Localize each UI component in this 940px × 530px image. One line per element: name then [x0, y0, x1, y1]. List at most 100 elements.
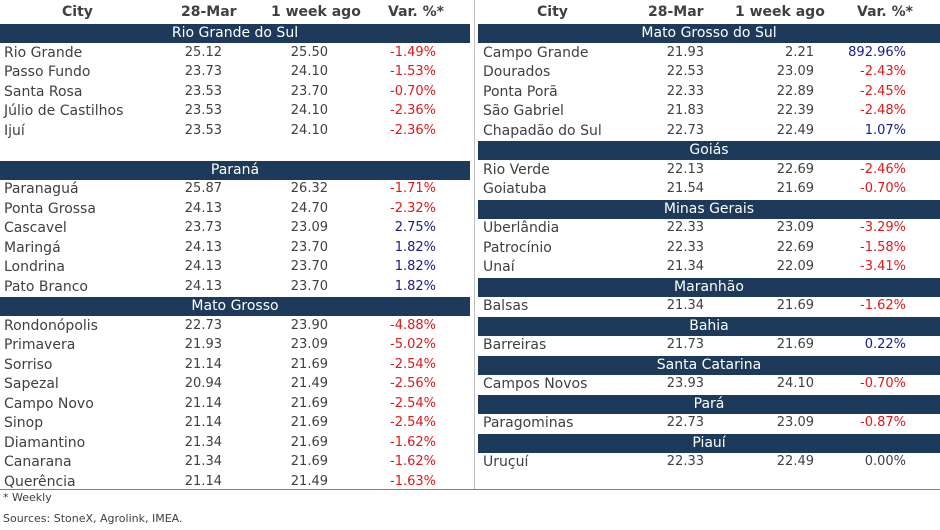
city-cell: Diamantino	[4, 434, 86, 451]
table-row: Goiatuba 21.54 21.69 -0.70%	[478, 180, 940, 199]
region-header: Minas Gerais	[478, 199, 940, 219]
week-ago-price-cell: 24.70	[290, 200, 328, 216]
city-cell: Rio Verde	[483, 161, 550, 178]
table-row: Campos Novos 23.93 24.10 -0.70%	[478, 375, 940, 394]
table-row: Uberlândia 22.33 23.09 -3.29%	[478, 219, 940, 238]
table-row: Ponta Porã 22.33 22.89 -2.45%	[478, 83, 940, 102]
table-row: Canarana 21.34 21.69 -1.62%	[0, 453, 470, 472]
current-price-cell: 23.53	[184, 83, 222, 99]
variation-cell: -1.62%	[390, 434, 436, 450]
city-cell: Uruçuí	[483, 454, 529, 470]
city-cell: Cascavel	[4, 220, 67, 236]
region-header: Pará	[478, 394, 940, 414]
current-price-cell: 21.93	[184, 337, 222, 352]
variation-cell: -2.32%	[390, 200, 436, 216]
current-price-cell: 21.73	[666, 337, 704, 352]
week-ago-price-cell: 23.70	[290, 83, 328, 99]
region-header: Paraná	[0, 160, 470, 180]
week-ago-price-cell: 21.69	[290, 434, 328, 450]
city-cell: Rio Grande	[4, 44, 83, 61]
region-header: Santa Catarina	[478, 355, 940, 375]
week-ago-price-cell: 23.09	[290, 220, 328, 235]
week-ago-price-cell: 22.39	[776, 103, 814, 118]
variation-cell: -3.29%	[860, 220, 906, 235]
column-variation: Var. %*	[388, 4, 444, 20]
week-ago-price-cell: 2.21	[785, 44, 814, 60]
table-row: São Gabriel 21.83 22.39 -2.48%	[478, 102, 940, 121]
week-ago-price-cell: 26.32	[290, 181, 328, 196]
current-price-cell: 21.93	[666, 44, 704, 60]
city-cell: Paranaguá	[4, 181, 79, 197]
city-cell: Júlio de Castilhos	[4, 103, 124, 119]
week-ago-price-cell: 21.69	[776, 337, 814, 352]
current-price-cell: 24.13	[184, 259, 222, 274]
week-ago-price-cell: 22.69	[776, 239, 814, 255]
column-week-ago: 1 week ago	[271, 4, 361, 20]
current-price-cell: 23.53	[184, 103, 222, 118]
variation-cell: -5.02%	[390, 337, 436, 352]
region-header: Mato Grosso do Sul	[478, 24, 940, 43]
current-price-cell: 22.53	[666, 64, 704, 79]
variation-cell: -0.70%	[860, 376, 906, 391]
city-cell: São Gabriel	[483, 103, 564, 119]
current-price-cell: 21.14	[184, 415, 222, 430]
week-ago-price-cell: 23.09	[776, 415, 814, 430]
left-price-table: City 28-Mar 1 week ago Var. %* Rio Grand…	[0, 0, 470, 492]
table-row: Primavera 21.93 23.09 -5.02%	[0, 336, 470, 355]
table-row: Paranaguá 25.87 26.32 -1.71%	[0, 180, 470, 199]
variation-cell: -2.54%	[390, 356, 436, 372]
city-cell: Barreiras	[483, 337, 547, 353]
region-header: Mato Grosso	[0, 297, 470, 316]
city-cell: Campos Novos	[483, 376, 588, 392]
column-variation: Var. %*	[857, 4, 913, 20]
variation-cell: -1.58%	[860, 239, 906, 255]
column-date: 28-Mar	[648, 4, 704, 20]
table-row: Diamantino 21.34 21.69 -1.62%	[0, 434, 470, 453]
city-cell: Sapezal	[4, 376, 59, 392]
city-cell: Unaí	[483, 259, 515, 275]
city-cell: Primavera	[4, 337, 76, 353]
current-price-cell: 24.13	[184, 278, 222, 294]
table-row: Patrocínio 22.33 22.69 -1.58%	[478, 239, 940, 258]
week-ago-price-cell: 23.09	[290, 337, 328, 352]
variation-cell: -3.41%	[860, 259, 906, 274]
week-ago-price-cell: 21.69	[776, 181, 814, 196]
current-price-cell: 22.33	[666, 239, 704, 255]
variation-cell: -2.54%	[390, 415, 436, 430]
region-header: Rio Grande do Sul	[0, 24, 470, 43]
variation-cell: 1.82%	[394, 239, 436, 255]
current-price-cell: 21.34	[666, 259, 704, 274]
current-price-cell: 22.73	[666, 122, 704, 138]
city-cell: Campo Grande	[483, 44, 589, 61]
column-city: City	[537, 4, 568, 20]
week-ago-price-cell: 25.50	[290, 44, 328, 60]
variation-cell: -1.62%	[390, 454, 436, 469]
week-ago-price-cell: 24.10	[290, 122, 328, 138]
table-row: Júlio de Castilhos 23.53 24.10 -2.36%	[0, 102, 470, 121]
table-row: Sorriso 21.14 21.69 -2.54%	[0, 356, 470, 375]
current-price-cell: 25.12	[184, 44, 222, 60]
city-cell: Paragominas	[483, 415, 574, 431]
table-row: Pato Branco 24.13 23.70 1.82%	[0, 278, 470, 297]
table-row: Rio Verde 22.13 22.69 -2.46%	[478, 161, 940, 180]
week-ago-price-cell: 24.10	[290, 64, 328, 79]
right-price-table: City 28-Mar 1 week ago Var. %* Mato Gros…	[478, 0, 940, 489]
current-price-cell: 21.83	[666, 103, 704, 118]
column-date: 28-Mar	[181, 4, 237, 20]
table-row: Rondonópolis 22.73 23.90 -4.88%	[0, 317, 470, 336]
table-row: Cascavel 23.73 23.09 2.75%	[0, 219, 470, 238]
table-row: Sinop 21.14 21.69 -2.54%	[0, 414, 470, 433]
current-price-cell: 24.13	[184, 239, 222, 255]
table-row: Barreiras 21.73 21.69 0.22%	[478, 336, 940, 355]
city-cell: Santa Rosa	[4, 83, 83, 100]
variation-cell: 2.75%	[394, 220, 436, 235]
table-row: Querência 21.14 21.49 -1.63%	[0, 473, 470, 492]
variation-cell: -1.53%	[390, 64, 436, 79]
table-row: Londrina 24.13 23.70 1.82%	[0, 258, 470, 277]
city-cell: Dourados	[483, 64, 551, 80]
table-row: Chapadão do Sul 22.73 22.49 1.07%	[478, 122, 940, 141]
table-row: Campo Novo 21.14 21.69 -2.54%	[0, 395, 470, 414]
current-price-cell: 22.33	[666, 220, 704, 235]
week-ago-price-cell: 24.10	[290, 103, 328, 118]
current-price-cell: 22.73	[184, 317, 222, 333]
